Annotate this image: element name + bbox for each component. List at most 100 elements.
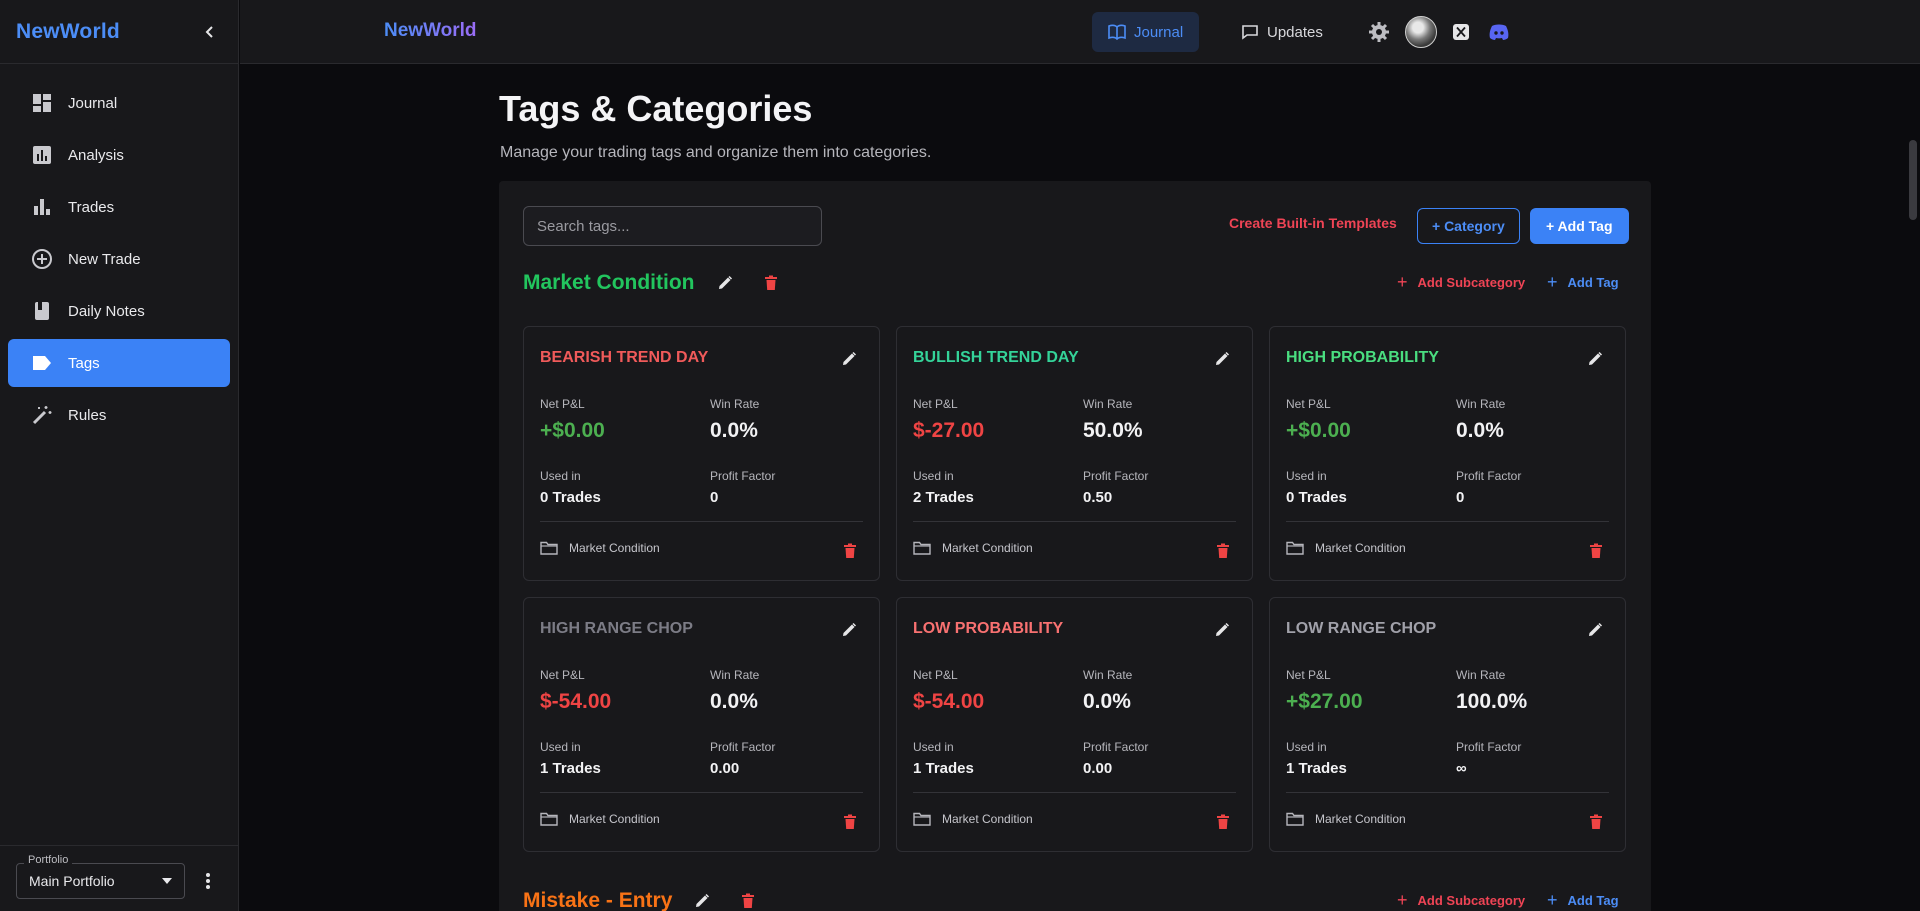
tag-card[interactable]: LOW RANGE CHOP Net P&L +$27.00 Win Rate 100.… bbox=[1269, 597, 1626, 852]
folder-icon-wrap bbox=[1286, 541, 1304, 555]
edit-icon bbox=[1589, 622, 1603, 636]
sidebar-item-tags[interactable]: Tags bbox=[8, 339, 230, 387]
analytics-icon bbox=[30, 143, 54, 167]
add-tag-to-category-button[interactable]: + Add Tag bbox=[1547, 891, 1619, 909]
magic-wand-icon bbox=[30, 403, 54, 427]
add-category-button[interactable]: + Category bbox=[1417, 208, 1520, 244]
sidebar-footer: Main Portfolio Portfolio bbox=[0, 845, 239, 911]
tag-category: Market Condition bbox=[540, 541, 660, 555]
folder-icon bbox=[1286, 541, 1304, 555]
tag-card[interactable]: HIGH PROBABILITY Net P&L +$0.00 Win Rate 0.0… bbox=[1269, 326, 1626, 581]
used-in-label: Used in bbox=[913, 740, 954, 754]
book-open-icon bbox=[1108, 24, 1126, 40]
win-rate-value: 50.0% bbox=[1083, 419, 1143, 442]
tag-category-label: Market Condition bbox=[1315, 541, 1406, 555]
sidebar-item-new-trade[interactable]: New Trade bbox=[8, 235, 230, 283]
search-input[interactable] bbox=[523, 206, 822, 246]
tag-name: LOW RANGE CHOP bbox=[1286, 620, 1437, 637]
win-rate-value: 0.0% bbox=[710, 419, 758, 442]
add-subcategory-button[interactable]: + Add Subcategory bbox=[1397, 891, 1525, 909]
win-rate-label: Win Rate bbox=[710, 668, 760, 682]
tag-card[interactable]: HIGH RANGE CHOP Net P&L $-54.00 Win Rate 0.0… bbox=[523, 597, 880, 852]
edit-category-button[interactable] bbox=[692, 891, 712, 911]
page-subtitle: Manage your trading tags and organize th… bbox=[500, 144, 932, 161]
card-divider bbox=[540, 521, 863, 522]
net-pnl-label: Net P&L bbox=[1286, 668, 1331, 682]
tab-updates[interactable]: Updates bbox=[1225, 12, 1339, 52]
edit-tag-button[interactable] bbox=[1212, 349, 1232, 369]
tag-category: Market Condition bbox=[1286, 812, 1406, 826]
scrollbar-thumb[interactable] bbox=[1909, 140, 1917, 220]
edit-tag-button[interactable] bbox=[1585, 620, 1605, 640]
tag-card[interactable]: BEARISH TREND DAY Net P&L +$0.00 Win Rate 0.… bbox=[523, 326, 880, 581]
folder-icon-wrap bbox=[540, 812, 558, 826]
net-pnl-value: +$0.00 bbox=[540, 419, 605, 442]
net-pnl-label: Net P&L bbox=[1286, 397, 1331, 411]
category-header: Mistake - Entry + Add Subcategory + Add Tag bbox=[523, 886, 1627, 911]
delete-tag-button[interactable] bbox=[1214, 813, 1232, 831]
portfolio-label: Portfolio bbox=[24, 854, 73, 866]
delete-category-button[interactable] bbox=[738, 891, 758, 911]
tag-card[interactable]: LOW PROBABILITY Net P&L $-54.00 Win Rate 0.0… bbox=[896, 597, 1253, 852]
edit-tag-button[interactable] bbox=[1585, 349, 1605, 369]
category-title: Market Condition bbox=[523, 271, 695, 294]
delete-tag-button[interactable] bbox=[841, 813, 859, 831]
tag-category-label: Market Condition bbox=[569, 541, 660, 555]
sidebar-nav: Journal Analysis Trades New Trade Daily … bbox=[0, 64, 238, 439]
tag-category-label: Market Condition bbox=[569, 812, 660, 826]
sidebar-item-journal[interactable]: Journal bbox=[8, 79, 230, 127]
sidebar-item-label: Journal bbox=[68, 94, 118, 112]
top-bar: NewWorld Journal Updates bbox=[240, 0, 1920, 64]
edit-tag-button[interactable] bbox=[1212, 620, 1232, 640]
tag-card[interactable]: BULLISH TREND DAY Net P&L $-27.00 Win Rate 5… bbox=[896, 326, 1253, 581]
tab-journal[interactable]: Journal bbox=[1092, 12, 1200, 52]
delete-tag-button[interactable] bbox=[1587, 813, 1605, 831]
card-divider bbox=[913, 792, 1236, 793]
tag-category: Market Condition bbox=[913, 812, 1033, 826]
discord-button[interactable] bbox=[1483, 16, 1515, 48]
delete-tag-button[interactable] bbox=[1587, 542, 1605, 560]
tag-icon bbox=[30, 351, 54, 375]
net-pnl-value: $-54.00 bbox=[540, 690, 612, 713]
tag-name: HIGH PROBABILITY bbox=[1286, 349, 1439, 366]
win-rate-value: 0.0% bbox=[1083, 690, 1131, 713]
profit-factor-label: Profit Factor bbox=[1083, 740, 1149, 754]
delete-category-button[interactable] bbox=[761, 273, 781, 293]
edit-tag-button[interactable] bbox=[839, 349, 859, 369]
sidebar-item-rules[interactable]: Rules bbox=[8, 391, 230, 439]
x-social-button[interactable] bbox=[1445, 16, 1477, 48]
category-header: Market Condition + Add Subcategory + Add Tag bbox=[523, 268, 1627, 298]
tag-category: Market Condition bbox=[540, 812, 660, 826]
tab-label: Journal bbox=[1134, 23, 1184, 41]
scrollbar[interactable] bbox=[1906, 64, 1920, 911]
more-options-button[interactable] bbox=[199, 870, 217, 892]
edit-category-button[interactable] bbox=[715, 273, 735, 293]
avatar[interactable] bbox=[1405, 16, 1437, 48]
net-pnl-value: +$27.00 bbox=[1286, 690, 1363, 713]
delete-tag-button[interactable] bbox=[1214, 542, 1232, 560]
trash-icon bbox=[1217, 543, 1229, 558]
trash-icon bbox=[1217, 814, 1229, 829]
tag-category: Market Condition bbox=[913, 541, 1033, 555]
sidebar-item-daily-notes[interactable]: Daily Notes bbox=[8, 287, 230, 335]
portfolio-select[interactable]: Main Portfolio bbox=[16, 863, 185, 899]
edit-icon bbox=[718, 275, 732, 289]
profit-factor-value: 0.50 bbox=[1083, 489, 1113, 506]
add-tag-button[interactable]: + Add Tag bbox=[1530, 208, 1629, 244]
x-logo-icon bbox=[1453, 24, 1469, 40]
create-templates-button[interactable]: Create Built-in Templates bbox=[1229, 215, 1397, 231]
edit-tag-button[interactable] bbox=[839, 620, 859, 640]
used-in-label: Used in bbox=[540, 740, 581, 754]
collapse-sidebar-button[interactable] bbox=[198, 20, 222, 44]
folder-icon bbox=[913, 541, 931, 555]
page-title: Tags & Categories bbox=[499, 88, 813, 129]
profit-factor-label: Profit Factor bbox=[1456, 469, 1522, 483]
sidebar-item-trades[interactable]: Trades bbox=[8, 183, 230, 231]
add-subcategory-button[interactable]: + Add Subcategory bbox=[1397, 273, 1525, 291]
settings-button[interactable] bbox=[1363, 16, 1395, 48]
delete-tag-button[interactable] bbox=[841, 542, 859, 560]
sidebar-item-analysis[interactable]: Analysis bbox=[8, 131, 230, 179]
add-tag-to-category-button[interactable]: + Add Tag bbox=[1547, 273, 1619, 291]
category-title: Mistake - Entry bbox=[523, 889, 673, 911]
folder-icon bbox=[540, 541, 558, 555]
